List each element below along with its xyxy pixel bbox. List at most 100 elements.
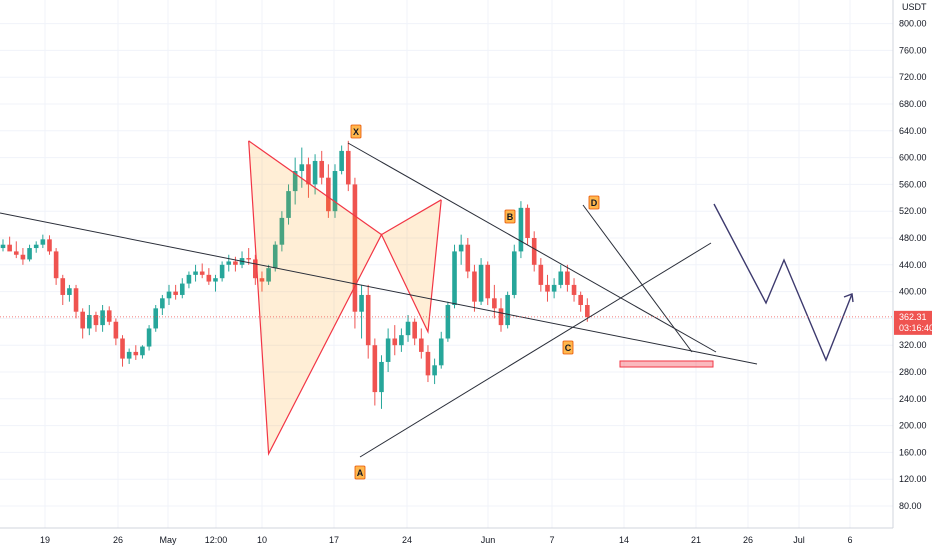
candle-body xyxy=(219,264,225,279)
candle-body xyxy=(538,264,544,285)
candle xyxy=(146,325,152,351)
candle xyxy=(492,284,497,319)
candle-body xyxy=(160,298,165,309)
candle xyxy=(186,271,192,289)
candle-body xyxy=(319,160,325,178)
candle xyxy=(120,335,125,367)
candle-body xyxy=(365,294,371,346)
label-text: C xyxy=(565,343,572,353)
candle xyxy=(412,318,417,346)
y-tick-label: 200.00 xyxy=(899,421,927,431)
y-tick-label: 160.00 xyxy=(899,447,927,457)
candle-body xyxy=(113,321,119,339)
x-tick-label: 26 xyxy=(113,535,123,545)
candle-body xyxy=(27,248,32,260)
candle xyxy=(538,258,544,292)
candle-body xyxy=(67,288,72,295)
candle-body xyxy=(292,171,298,192)
candle-body xyxy=(465,244,471,272)
candle-body xyxy=(73,288,79,312)
candle xyxy=(498,298,504,332)
label-box xyxy=(354,465,366,480)
candle-body xyxy=(525,207,530,238)
candle xyxy=(545,274,550,302)
candle xyxy=(233,256,238,272)
candle xyxy=(558,264,564,289)
candle xyxy=(392,325,398,356)
candle-body xyxy=(253,259,258,279)
candle xyxy=(332,164,338,218)
candle xyxy=(465,238,471,279)
candle xyxy=(133,345,139,360)
candle-body xyxy=(213,278,218,282)
candle xyxy=(551,278,557,299)
candle xyxy=(173,284,178,300)
candle-body xyxy=(133,351,139,356)
candle xyxy=(399,328,404,352)
candle xyxy=(531,231,537,272)
candle xyxy=(379,355,384,409)
label-text: B xyxy=(507,212,514,222)
candle-body xyxy=(146,328,152,347)
candle-body xyxy=(485,264,491,299)
candle xyxy=(405,315,411,342)
candle xyxy=(0,239,6,252)
y-tick-label: 640.00 xyxy=(899,126,927,136)
x-tick-label: 14 xyxy=(619,535,629,545)
candle-body xyxy=(206,274,212,282)
price-axis[interactable]: USDT 80.00 120.00 160.00 200.00 240.00 280.00… xyxy=(892,0,932,528)
candle xyxy=(345,140,351,192)
x-tick-label: 12:00 xyxy=(205,535,228,545)
candle-body xyxy=(60,278,66,295)
candle xyxy=(518,201,524,259)
candle-body xyxy=(33,244,39,249)
candle xyxy=(272,241,278,272)
candle-body xyxy=(531,238,537,265)
candle xyxy=(246,248,251,265)
last-price-tag: 362.31 03:16:40 xyxy=(894,310,932,335)
candle-body xyxy=(126,351,132,359)
x-tick-label: May xyxy=(159,535,177,545)
y-tick-label: 120.00 xyxy=(899,474,927,484)
candle-body xyxy=(412,321,417,339)
candle-body xyxy=(578,294,583,305)
candle xyxy=(511,244,517,299)
candle xyxy=(445,301,451,342)
candle-body xyxy=(80,311,85,329)
candle-body xyxy=(20,254,26,260)
candle-body xyxy=(339,150,344,171)
candle-body xyxy=(140,346,145,356)
candle-body xyxy=(345,150,351,185)
label-box xyxy=(504,209,516,224)
candle xyxy=(578,291,583,312)
candle-body xyxy=(558,271,564,285)
candle xyxy=(571,278,577,302)
candle-body xyxy=(53,251,59,279)
candle-body xyxy=(266,268,271,282)
d-trend-line xyxy=(582,204,693,353)
candle xyxy=(219,261,225,282)
candle-body xyxy=(299,164,305,171)
pattern-label-a: A xyxy=(354,465,366,480)
x-tick-label: 7 xyxy=(549,535,554,545)
candle xyxy=(339,145,344,175)
candle-body xyxy=(458,244,464,252)
time-axis[interactable]: 19 26 May 12:00 10 17 24 Jun 7 14 21 26 Jul 6 xyxy=(0,527,893,545)
candle xyxy=(385,328,391,372)
candle xyxy=(160,294,165,316)
x-tick-label: 19 xyxy=(40,535,50,545)
candle xyxy=(20,248,26,265)
candle xyxy=(206,268,212,285)
candle xyxy=(253,254,258,285)
candle-body xyxy=(405,321,411,336)
pattern-label-x: X xyxy=(350,124,362,139)
candle xyxy=(179,278,185,299)
candle xyxy=(80,308,85,339)
candle-body xyxy=(233,261,238,265)
candle xyxy=(47,235,52,255)
y-tick-label: 280.00 xyxy=(899,367,927,377)
x-tick-label: 17 xyxy=(329,535,339,545)
candle xyxy=(419,328,424,359)
y-tick-label: 600.00 xyxy=(899,153,927,163)
